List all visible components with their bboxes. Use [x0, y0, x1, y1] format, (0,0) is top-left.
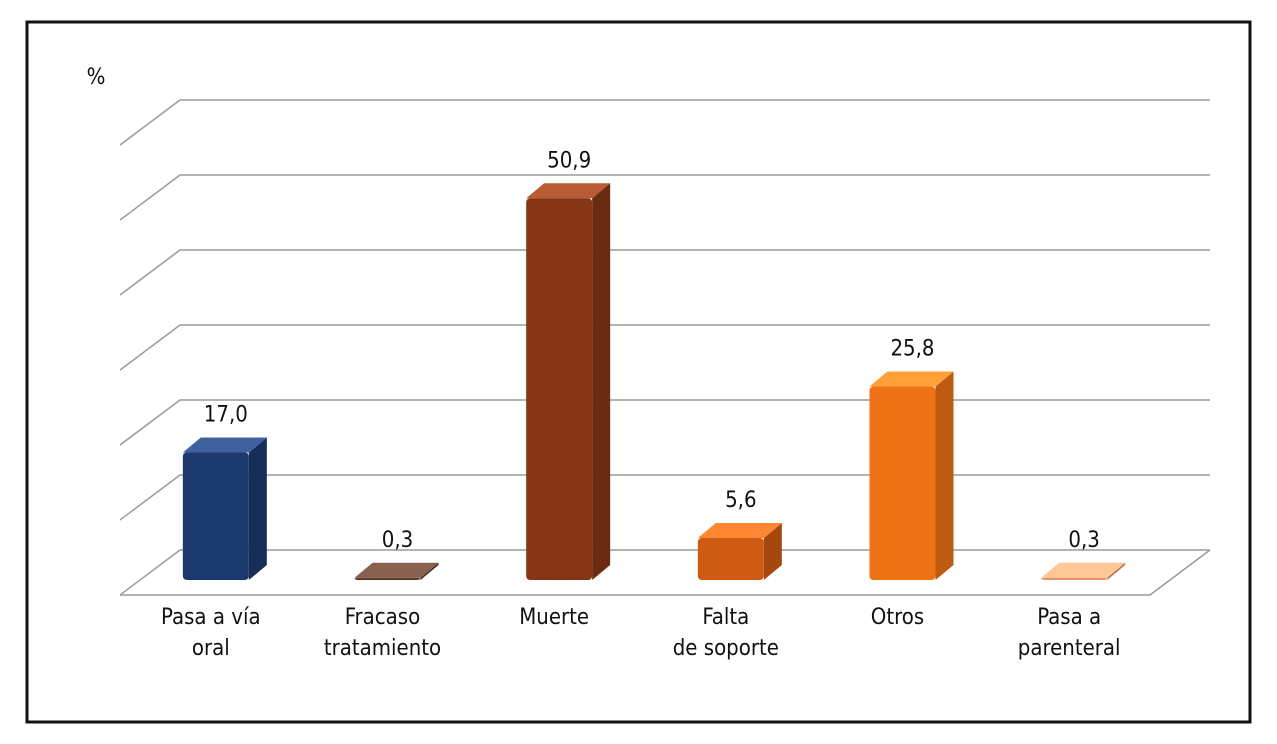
grid-line: [119, 99, 1210, 146]
bar-face: [1041, 562, 1126, 578]
grid-line: [119, 174, 1210, 221]
value-label: 17,0: [204, 403, 248, 428]
x-tick-label: Falta: [702, 605, 749, 630]
x-tick-label: Fracaso: [345, 605, 420, 630]
bar-face: [697, 523, 782, 538]
x-tick-label: Otros: [871, 605, 924, 630]
value-label: 25,8: [890, 337, 934, 362]
x-tick-label: tratamiento: [324, 636, 441, 661]
x-tick-label: oral: [192, 636, 230, 661]
floor: [120, 549, 1211, 596]
bar-face: [1107, 562, 1126, 580]
y-axis-label: %: [87, 65, 106, 90]
bar-face: [354, 577, 421, 580]
bar: [526, 183, 611, 580]
bar-face: [354, 562, 439, 578]
bar-face: [869, 371, 954, 387]
frame: [25, 20, 1252, 724]
grid-line: [119, 249, 1210, 296]
value-label: 0,3: [1068, 528, 1099, 553]
bar-face: [697, 538, 764, 580]
bar-face: [935, 371, 954, 580]
grid-line: [119, 324, 1210, 371]
bar: [182, 437, 267, 580]
bar-face: [248, 437, 267, 580]
x-tick-label: Pasa a vía: [161, 605, 261, 630]
x-tick-label: Pasa a: [1037, 605, 1101, 630]
grid-line: [119, 399, 1210, 446]
bar-face: [420, 562, 439, 580]
bar-face: [763, 523, 782, 580]
grid-line: [119, 474, 1210, 521]
bar: [869, 371, 954, 580]
bar-face: [592, 183, 611, 580]
bar-face: [526, 183, 611, 199]
bar: [1041, 562, 1126, 580]
value-label: 50,9: [547, 148, 591, 173]
grid-line: [119, 549, 1210, 596]
bar-face: [182, 452, 249, 580]
bar-face: [1041, 577, 1108, 580]
value-label: 0,3: [382, 528, 413, 553]
bar-face: [526, 198, 593, 580]
value-label: 5,6: [725, 488, 756, 513]
x-tick-label: de soporte: [673, 636, 779, 661]
bar-face: [869, 386, 936, 580]
x-tick-label: Muerte: [519, 605, 589, 630]
bar: [354, 562, 439, 580]
bar: [697, 523, 782, 580]
x-tick-label: parenteral: [1018, 636, 1121, 661]
bar-face: [182, 437, 267, 453]
